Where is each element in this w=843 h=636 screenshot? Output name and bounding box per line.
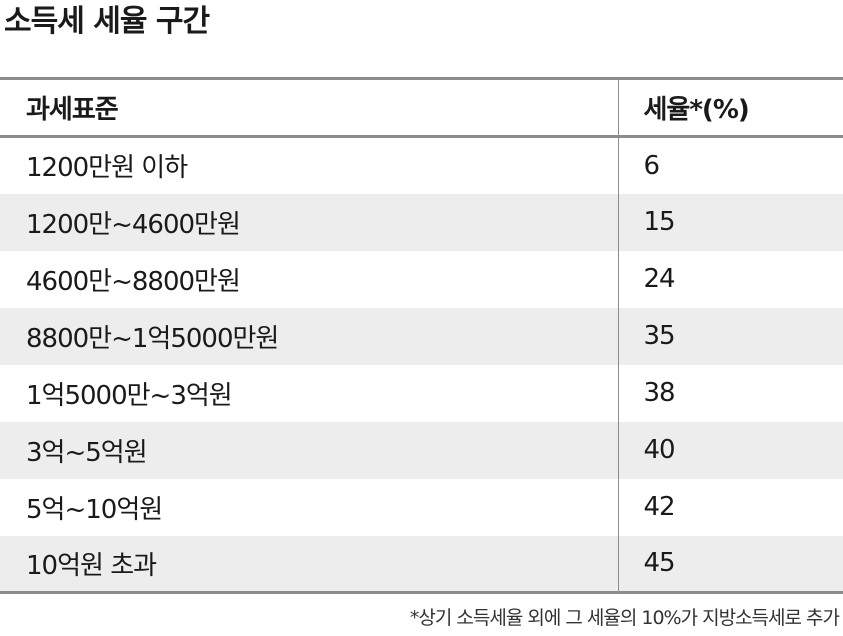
table-row: 4600만~8800만원 24 <box>0 250 843 308</box>
tax-base-cell: 1억5000만~3억원 <box>26 380 233 411</box>
tax-rate-table-container: 과세표준 세율*(%) 1200만원 이하 6 1200만~4600만원 15 … <box>0 77 843 594</box>
table-row: 8800만~1억5000만원 35 <box>0 307 843 365</box>
tax-rate-table: 과세표준 세율*(%) 1200만원 이하 6 1200만~4600만원 15 … <box>0 77 843 594</box>
table-row: 1200만원 이하 6 <box>0 136 843 194</box>
table-row: 1억5000만~3억원 38 <box>0 364 843 422</box>
tax-rate-cell: 38 <box>617 364 843 422</box>
footnote: *상기 소득세율 외에 그 세율의 10%가 지방소득세로 추가 <box>409 607 840 629</box>
table-row: 1200만~4600만원 15 <box>0 193 843 251</box>
tax-rate-cell: 42 <box>617 478 843 536</box>
tax-base-cell: 5억~10억원 <box>26 494 163 525</box>
tax-base-cell: 1200만원 이하 <box>26 153 188 184</box>
tax-rate-cell: 15 <box>617 193 843 251</box>
table-body: 1200만원 이하 6 1200만~4600만원 15 4600만~8800만원… <box>0 136 843 594</box>
tax-base-cell: 10억원 초과 <box>0 535 618 594</box>
table-row: 10억원 초과 45 <box>0 535 843 594</box>
tax-rate-cell: 24 <box>617 250 843 308</box>
tax-base-cell: 4600만~8800만원 <box>26 266 241 297</box>
tax-rate-cell: 6 <box>617 136 843 194</box>
header-tax-base: 과세표준 <box>0 77 618 138</box>
tax-rate-cell: 40 <box>617 421 843 479</box>
tax-base-cell: 1200만~4600만원 <box>26 209 241 240</box>
tax-base-cell: 8800만~1억5000만원 <box>26 323 279 354</box>
page-title: 소득세 세율 구간 <box>4 4 210 39</box>
tax-base-cell: 3억~5억원 <box>26 437 148 468</box>
tax-rate-cell: 35 <box>617 307 843 365</box>
table-row: 5억~10억원 42 <box>0 478 843 536</box>
header-tax-rate: 세율*(%) <box>617 77 843 138</box>
header-row: 과세표준 세율*(%) <box>0 77 843 138</box>
table-row: 3억~5억원 40 <box>0 421 843 479</box>
table-header: 과세표준 세율*(%) <box>0 77 843 138</box>
tax-rate-cell: 45 <box>617 535 843 594</box>
